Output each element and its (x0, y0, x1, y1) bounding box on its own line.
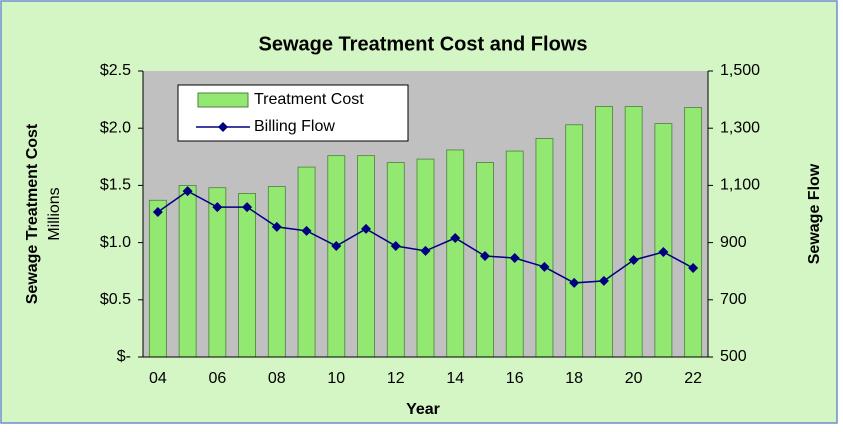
bar (446, 149, 465, 358)
bar (654, 123, 673, 358)
marker (539, 261, 550, 272)
bar (624, 106, 643, 358)
x-tick-label: 20 (625, 370, 643, 387)
bar (535, 138, 554, 358)
bar (148, 199, 167, 358)
x-tick-label: 12 (387, 370, 405, 387)
marker (598, 275, 609, 286)
y-tick-label: $- (117, 348, 131, 365)
marker (479, 251, 490, 262)
bar (565, 124, 584, 358)
y-tick-label: $1.0 (100, 234, 131, 251)
chart-title: Sewage Treatment Cost and Flows (259, 33, 588, 55)
bar (386, 162, 405, 358)
x-tick-label: 18 (565, 370, 583, 387)
x-tick-label: 16 (506, 370, 524, 387)
x-tick-label: 06 (208, 370, 226, 387)
marker (390, 241, 401, 252)
y2-tick-label: 700 (720, 291, 747, 308)
bar (208, 187, 227, 358)
bar (595, 106, 613, 358)
marker (242, 202, 253, 213)
marker (271, 221, 282, 232)
x-tick-label: 22 (684, 370, 702, 387)
y2-tick-label: 1,300 (720, 119, 760, 136)
y2-tick-label: 500 (720, 348, 747, 365)
x-tick-label: 10 (327, 370, 345, 387)
marker (420, 245, 431, 256)
bar (416, 158, 435, 358)
x-axis-label: Year (406, 401, 440, 418)
y-tick-label: $0.5 (100, 291, 131, 308)
x-tick-label: 14 (446, 370, 464, 387)
y2-tick-label: 900 (720, 234, 747, 251)
bar (178, 184, 197, 358)
marker (152, 206, 163, 217)
marker (212, 202, 223, 213)
legend-swatch (197, 92, 249, 108)
legend-label: Treatment Cost (254, 91, 364, 108)
y-tick-label: $2.0 (100, 119, 131, 136)
bar (684, 107, 703, 358)
y2-tick-label: 1,100 (720, 177, 760, 194)
marker (450, 233, 461, 244)
bar (267, 186, 286, 358)
x-tick-label: 08 (268, 370, 286, 387)
bar (297, 166, 316, 358)
bar (327, 155, 346, 358)
marker (301, 225, 312, 236)
x-tick-label: 04 (149, 370, 167, 387)
marker (182, 186, 193, 197)
marker (331, 241, 342, 252)
marker (628, 255, 639, 266)
bar (238, 193, 256, 358)
marker (658, 247, 669, 258)
marker (361, 223, 372, 234)
bar (357, 155, 375, 358)
y-axis-label: Sewage Treatment Cost (24, 123, 41, 304)
legend-label: Billing Flow (254, 118, 335, 135)
marker (569, 277, 580, 288)
y2-axis-label: Sewage Flow (806, 163, 823, 264)
y2-tick-label: 1,500 (720, 62, 760, 79)
y-tick-label: $1.5 (100, 177, 131, 194)
y-tick-label: $2.5 (100, 62, 131, 79)
marker (688, 263, 699, 274)
legend-marker (218, 122, 228, 132)
y-axis-unit: Millions (46, 187, 63, 240)
marker (509, 253, 520, 264)
